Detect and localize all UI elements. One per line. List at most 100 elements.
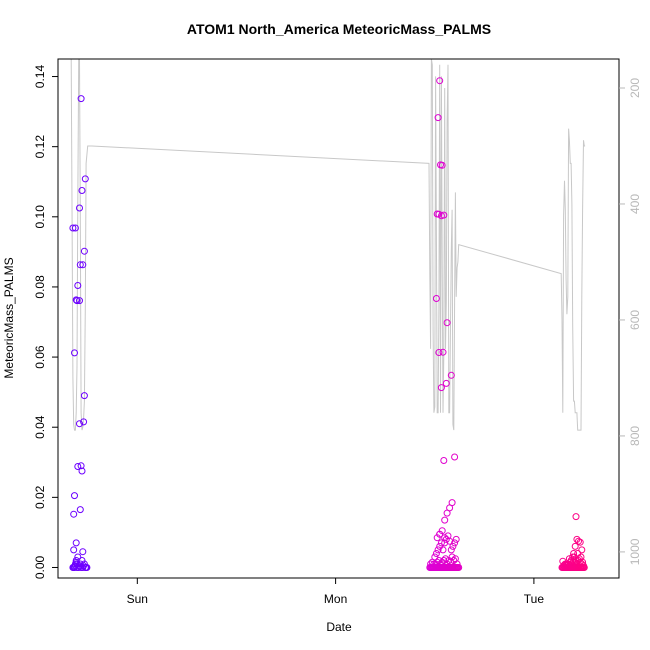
x-axis-label: Date [326,620,352,634]
y-axis-right: 200 400 600 800 1000 [619,78,642,565]
data-point [74,463,82,470]
data-point [575,537,582,545]
data-point [439,348,447,356]
data-point [570,550,578,557]
data-point [78,187,86,194]
y-tick-label: 0.00 [33,555,47,579]
data-point [72,539,80,547]
data-point [72,296,80,304]
data-point [443,319,451,327]
data-point [578,546,586,554]
data-point [69,224,77,232]
data-point [437,384,445,392]
data-point [440,457,448,464]
data-point [434,546,442,554]
y-tick-label: 0.14 [33,65,47,89]
data-point [432,550,440,557]
data-point [79,548,87,556]
y2-tick-label: 200 [628,78,642,98]
data-point [432,295,440,302]
data-point [73,297,81,305]
y-tick-label: 0.10 [33,205,47,229]
y-tick-label: 0.04 [33,415,47,439]
data-point [78,467,86,475]
y-tick-label: 0.06 [33,345,47,369]
x-tick-label: Mon [324,592,347,606]
pressure-line-layer [70,58,586,431]
data-point [427,560,435,568]
data-point [561,561,568,569]
data-point [77,95,85,103]
data-point [71,492,78,500]
data-point [80,418,88,426]
data-point [441,539,449,547]
chart-title: ATOM1 North_America MeteoricMass_PALMS [187,21,491,37]
data-point [440,211,448,219]
data-point [436,530,444,538]
data-point [71,349,78,357]
data-point [70,546,78,554]
data-point [74,282,82,289]
x-tick-label: Tue [524,592,545,606]
data-point [437,161,444,169]
y-tick-label: 0.12 [33,135,47,159]
y-tick-label: 0.02 [33,485,47,509]
data-points-layer [69,77,588,571]
data-point [437,539,445,547]
data-point [441,534,449,542]
data-point [435,349,443,356]
data-point [433,210,441,218]
data-point [70,510,78,518]
data-point [76,420,83,428]
data-point [80,392,88,400]
data-point [577,553,585,561]
data-point [76,297,83,305]
data-point [455,564,463,571]
data-point [452,535,460,543]
data-point [76,506,84,514]
y-axis-left: 0.00 0.02 0.04 0.06 0.08 0.10 0.12 0.14 [33,65,58,579]
data-point [435,557,443,564]
data-point [71,224,79,232]
x-tick-label: Sun [127,592,148,606]
data-point [441,516,449,524]
data-point [446,537,454,545]
data-point [431,553,439,561]
data-point [571,542,579,550]
data-point [439,546,447,554]
plot-frame [57,58,620,579]
data-point [442,379,450,387]
y2-tick-label: 800 [628,426,642,446]
data-point [447,371,455,379]
y2-tick-label: 1000 [628,538,642,565]
data-point [580,562,587,570]
data-point [572,557,580,564]
data-point [443,560,451,568]
y2-tick-label: 400 [628,194,642,214]
pressure-line [70,58,586,431]
data-point [449,542,457,550]
x-axis: Sun Mon Tue [127,578,545,606]
data-point [436,77,444,85]
data-point [76,204,83,212]
data-point [81,175,89,183]
y2-tick-label: 600 [628,310,642,330]
data-point [80,247,88,255]
data-point [576,538,584,546]
data-point [83,564,91,571]
data-point [442,535,450,543]
y-axis-label: MeteoricMass_PALMS [2,257,16,378]
data-point [572,513,580,521]
data-point [451,539,459,547]
data-point [448,499,456,507]
data-point [79,261,87,269]
data-point [453,560,461,568]
data-point [434,114,442,122]
data-point [77,462,85,470]
y-tick-label: 0.08 [33,275,47,299]
data-point [447,546,455,554]
data-point [568,562,576,570]
data-point [451,453,459,461]
data-point [74,553,82,561]
